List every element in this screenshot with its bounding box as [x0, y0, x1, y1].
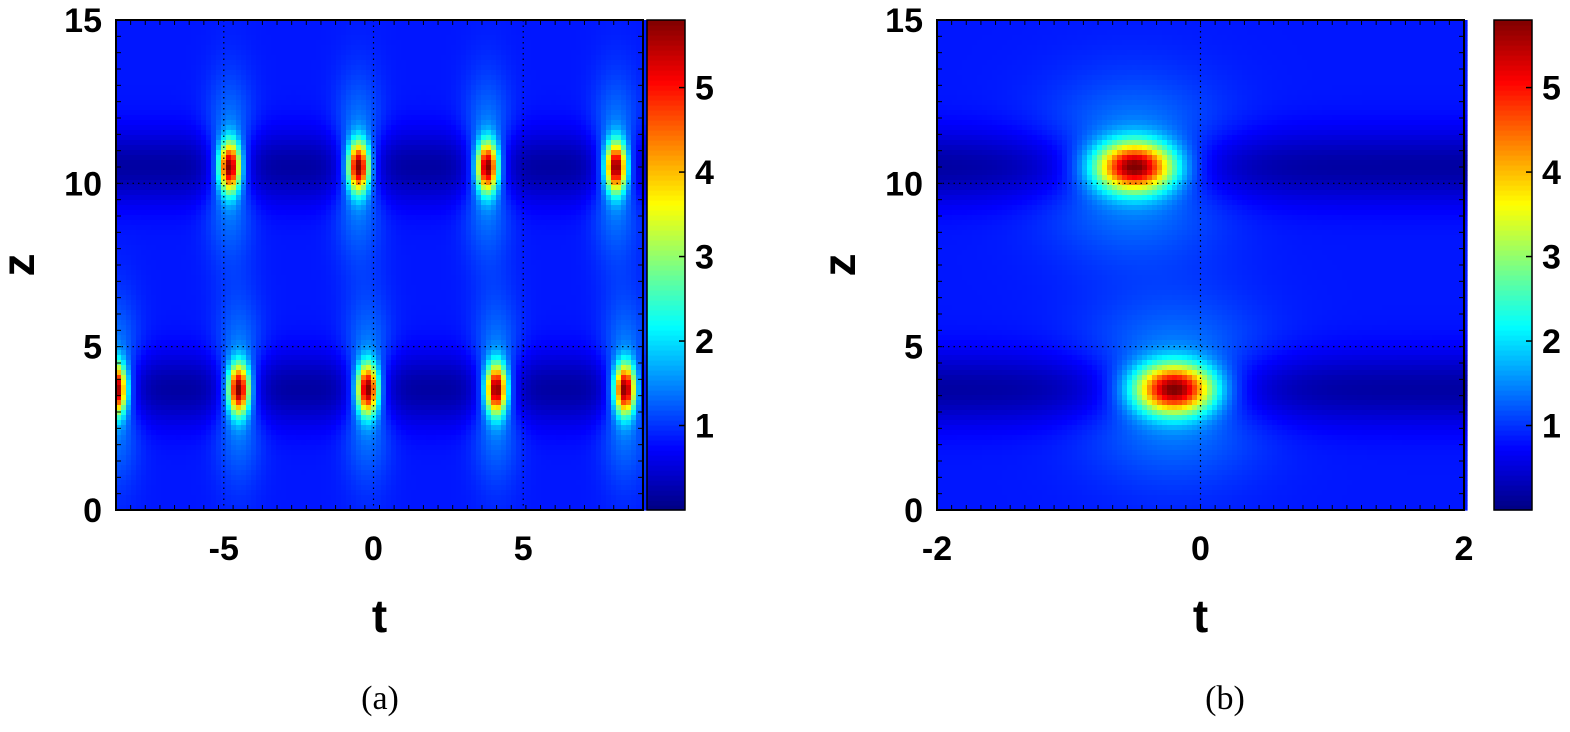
- colorbar-tick-label: 4: [695, 154, 714, 192]
- colorbar: [646, 19, 686, 511]
- y-tick-label: 5: [83, 329, 102, 367]
- grid-lines: [116, 20, 643, 510]
- y-tick-label: 0: [83, 492, 102, 530]
- y-tick-label: 0: [904, 492, 923, 530]
- colorbar-tick-label: 4: [1542, 154, 1561, 192]
- colorbar-tick-label: 3: [1542, 239, 1561, 277]
- caption-a: (a): [320, 680, 440, 718]
- colorbar-tick-label: 5: [1542, 70, 1561, 108]
- x-tick-label: 0: [364, 530, 383, 568]
- y-axis-label: z: [0, 254, 44, 277]
- panel-b: -2 0 2 0 5 10 15 t z 1 2 3 4 5 (b): [785, 0, 1570, 732]
- x-tick-label: 0: [1191, 530, 1210, 568]
- heatmap-field: [116, 20, 647, 511]
- colorbar-tick-label: 2: [695, 323, 714, 361]
- colorbar-tick-label: 1: [695, 408, 714, 446]
- y-tick-label: 5: [904, 329, 923, 367]
- y-tick-label: 15: [64, 2, 102, 40]
- axis-ticks: [116, 20, 643, 510]
- colorbar-tick-label: 5: [695, 70, 714, 108]
- y-tick-label: 15: [885, 2, 923, 40]
- heatmap-chart-a: -5 0 5 0 5 10 15 t z 1 2 3 4 5: [0, 2, 714, 642]
- colorbar-tick-label: 2: [1542, 323, 1561, 361]
- axis-ticks: [937, 20, 1464, 510]
- colorbar-tick-label: 3: [695, 239, 714, 277]
- y-tick-label: 10: [885, 165, 923, 203]
- caption-b: (b): [1165, 680, 1285, 718]
- x-tick-label: 5: [514, 530, 533, 568]
- x-tick-label: 2: [1455, 530, 1474, 568]
- x-axis-label: t: [372, 590, 387, 642]
- x-axis-label: t: [1193, 590, 1208, 642]
- colorbar: [1493, 19, 1533, 511]
- y-tick-label: 10: [64, 165, 102, 203]
- y-axis-label: z: [813, 254, 865, 277]
- x-tick-label: -5: [209, 530, 239, 568]
- colorbar-tick-label: 1: [1542, 408, 1561, 446]
- heatmap-field: [937, 20, 1468, 511]
- panel-a: -5 0 5 0 5 10 15 t z 1 2 3 4 5 (a): [0, 2, 714, 718]
- grid-lines: [937, 20, 1464, 510]
- x-tick-label: -2: [922, 530, 952, 568]
